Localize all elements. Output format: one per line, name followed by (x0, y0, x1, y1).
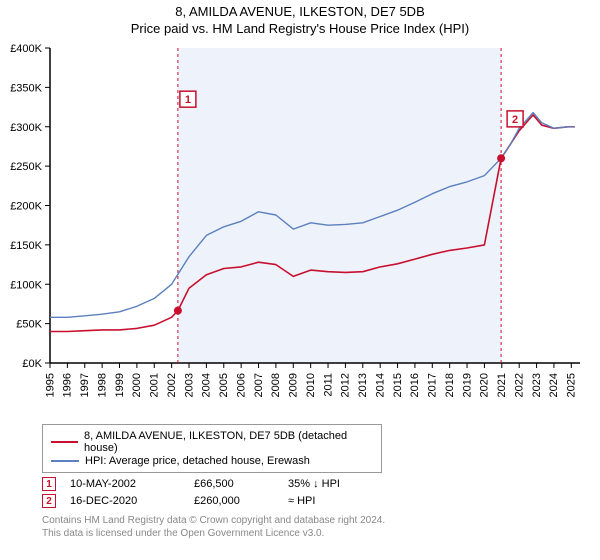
svg-text:1996: 1996 (62, 373, 74, 397)
legend-item: HPI: Average price, detached house, Erew… (51, 455, 373, 467)
svg-text:2024: 2024 (548, 373, 560, 397)
svg-text:1997: 1997 (79, 373, 91, 397)
sale-price: £260,000 (194, 495, 274, 507)
svg-text:2020: 2020 (479, 373, 491, 397)
svg-text:2001: 2001 (149, 373, 161, 397)
svg-text:2009: 2009 (288, 373, 300, 397)
svg-text:1: 1 (185, 94, 191, 106)
svg-text:2025: 2025 (566, 373, 578, 397)
svg-text:2004: 2004 (201, 373, 213, 397)
price-chart: £0K £50K £100K £150K £200K £250K £300K £350K £40… (0, 38, 600, 418)
sales-table: 1 10-MAY-2002 £66,500 35% ↓ HPI 2 16-DEC-2020… (42, 477, 590, 508)
svg-text:2: 2 (512, 114, 518, 126)
svg-text:1995: 1995 (44, 373, 56, 397)
svg-text:£250K: £250K (10, 161, 42, 173)
chart-title-line1: 8, AMILDA AVENUE, ILKESTON, DE7 5DB (0, 4, 600, 19)
svg-text:£200K: £200K (10, 201, 42, 213)
footer-attribution: Contains HM Land Registry data © Crown c… (42, 514, 590, 540)
chart-title-line2: Price paid vs. HM Land Registry's House … (0, 21, 600, 36)
sale-date: 10-MAY-2002 (70, 478, 180, 490)
svg-text:2000: 2000 (131, 373, 143, 397)
sale-marker-box: 2 (42, 494, 56, 508)
svg-text:2015: 2015 (392, 373, 404, 397)
legend-color-line (51, 441, 78, 443)
sale-row: 1 10-MAY-2002 £66,500 35% ↓ HPI (42, 477, 590, 491)
sale-row: 2 16-DEC-2020 £260,000 ≈ HPI (42, 494, 590, 508)
legend-label: 8, AMILDA AVENUE, ILKESTON, DE7 5DB (det… (84, 430, 373, 454)
svg-text:2021: 2021 (496, 373, 508, 397)
svg-text:2010: 2010 (305, 373, 317, 397)
svg-text:1999: 1999 (114, 373, 126, 397)
svg-text:2016: 2016 (409, 373, 421, 397)
svg-text:2017: 2017 (427, 373, 439, 397)
svg-text:2011: 2011 (322, 373, 334, 397)
legend: 8, AMILDA AVENUE, ILKESTON, DE7 5DB (det… (42, 424, 382, 473)
svg-text:£0K: £0K (22, 358, 42, 370)
svg-text:2023: 2023 (531, 373, 543, 397)
legend-color-line (51, 460, 79, 462)
svg-text:£50K: £50K (16, 319, 42, 331)
svg-text:£150K: £150K (10, 240, 42, 252)
sale-date: 16-DEC-2020 (70, 495, 180, 507)
svg-text:£350K: £350K (10, 82, 42, 94)
sale-hpi: ≈ HPI (288, 495, 378, 507)
svg-text:2013: 2013 (357, 373, 369, 397)
sale-marker-box: 1 (42, 477, 56, 491)
svg-text:2012: 2012 (340, 373, 352, 397)
sale-price: £66,500 (194, 478, 274, 490)
svg-text:2007: 2007 (253, 373, 265, 397)
chart-container: £0K £50K £100K £150K £200K £250K £300K £350K £40… (0, 38, 600, 418)
svg-text:1998: 1998 (96, 373, 108, 397)
footer-line2: This data is licensed under the Open Gov… (42, 527, 590, 540)
svg-text:£400K: £400K (10, 43, 42, 55)
svg-text:2003: 2003 (183, 373, 195, 397)
svg-text:2002: 2002 (166, 373, 178, 397)
svg-text:2006: 2006 (235, 373, 247, 397)
svg-text:£300K: £300K (10, 122, 42, 134)
footer-line1: Contains HM Land Registry data © Crown c… (42, 514, 590, 527)
svg-text:2022: 2022 (513, 373, 525, 397)
legend-label: HPI: Average price, detached house, Erew… (85, 455, 310, 467)
svg-text:2005: 2005 (218, 373, 230, 397)
legend-item: 8, AMILDA AVENUE, ILKESTON, DE7 5DB (det… (51, 430, 373, 454)
svg-text:2019: 2019 (461, 373, 473, 397)
sale-hpi: 35% ↓ HPI (288, 478, 378, 490)
svg-text:2018: 2018 (444, 373, 456, 397)
chart-title-block: 8, AMILDA AVENUE, ILKESTON, DE7 5DB Pric… (0, 0, 600, 38)
svg-text:2008: 2008 (270, 373, 282, 397)
svg-text:£100K: £100K (10, 279, 42, 291)
svg-text:2014: 2014 (374, 373, 386, 397)
